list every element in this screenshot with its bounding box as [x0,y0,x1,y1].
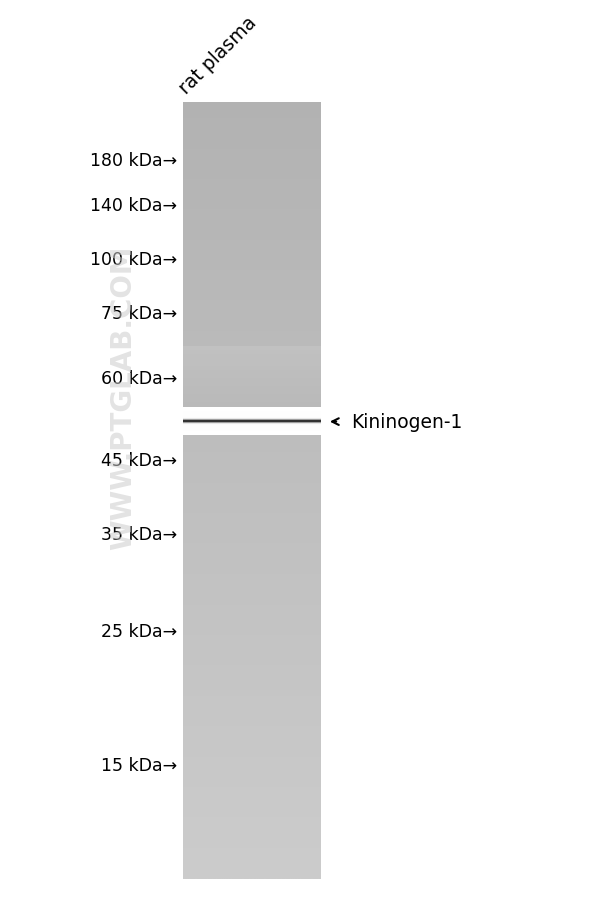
Text: 15 kDa→: 15 kDa→ [101,756,177,774]
Text: 180 kDa→: 180 kDa→ [90,152,177,170]
Text: Kininogen-1: Kininogen-1 [351,412,463,432]
Text: 45 kDa→: 45 kDa→ [101,451,177,469]
Text: rat plasma: rat plasma [176,13,260,97]
Text: 25 kDa→: 25 kDa→ [101,622,177,640]
Text: WWW.PTGLAB.COM: WWW.PTGLAB.COM [109,244,137,549]
Text: 60 kDa→: 60 kDa→ [101,370,177,388]
Text: 100 kDa→: 100 kDa→ [90,251,177,269]
Text: 140 kDa→: 140 kDa→ [90,197,177,215]
Text: 35 kDa→: 35 kDa→ [101,525,177,543]
Text: 75 kDa→: 75 kDa→ [101,305,177,323]
